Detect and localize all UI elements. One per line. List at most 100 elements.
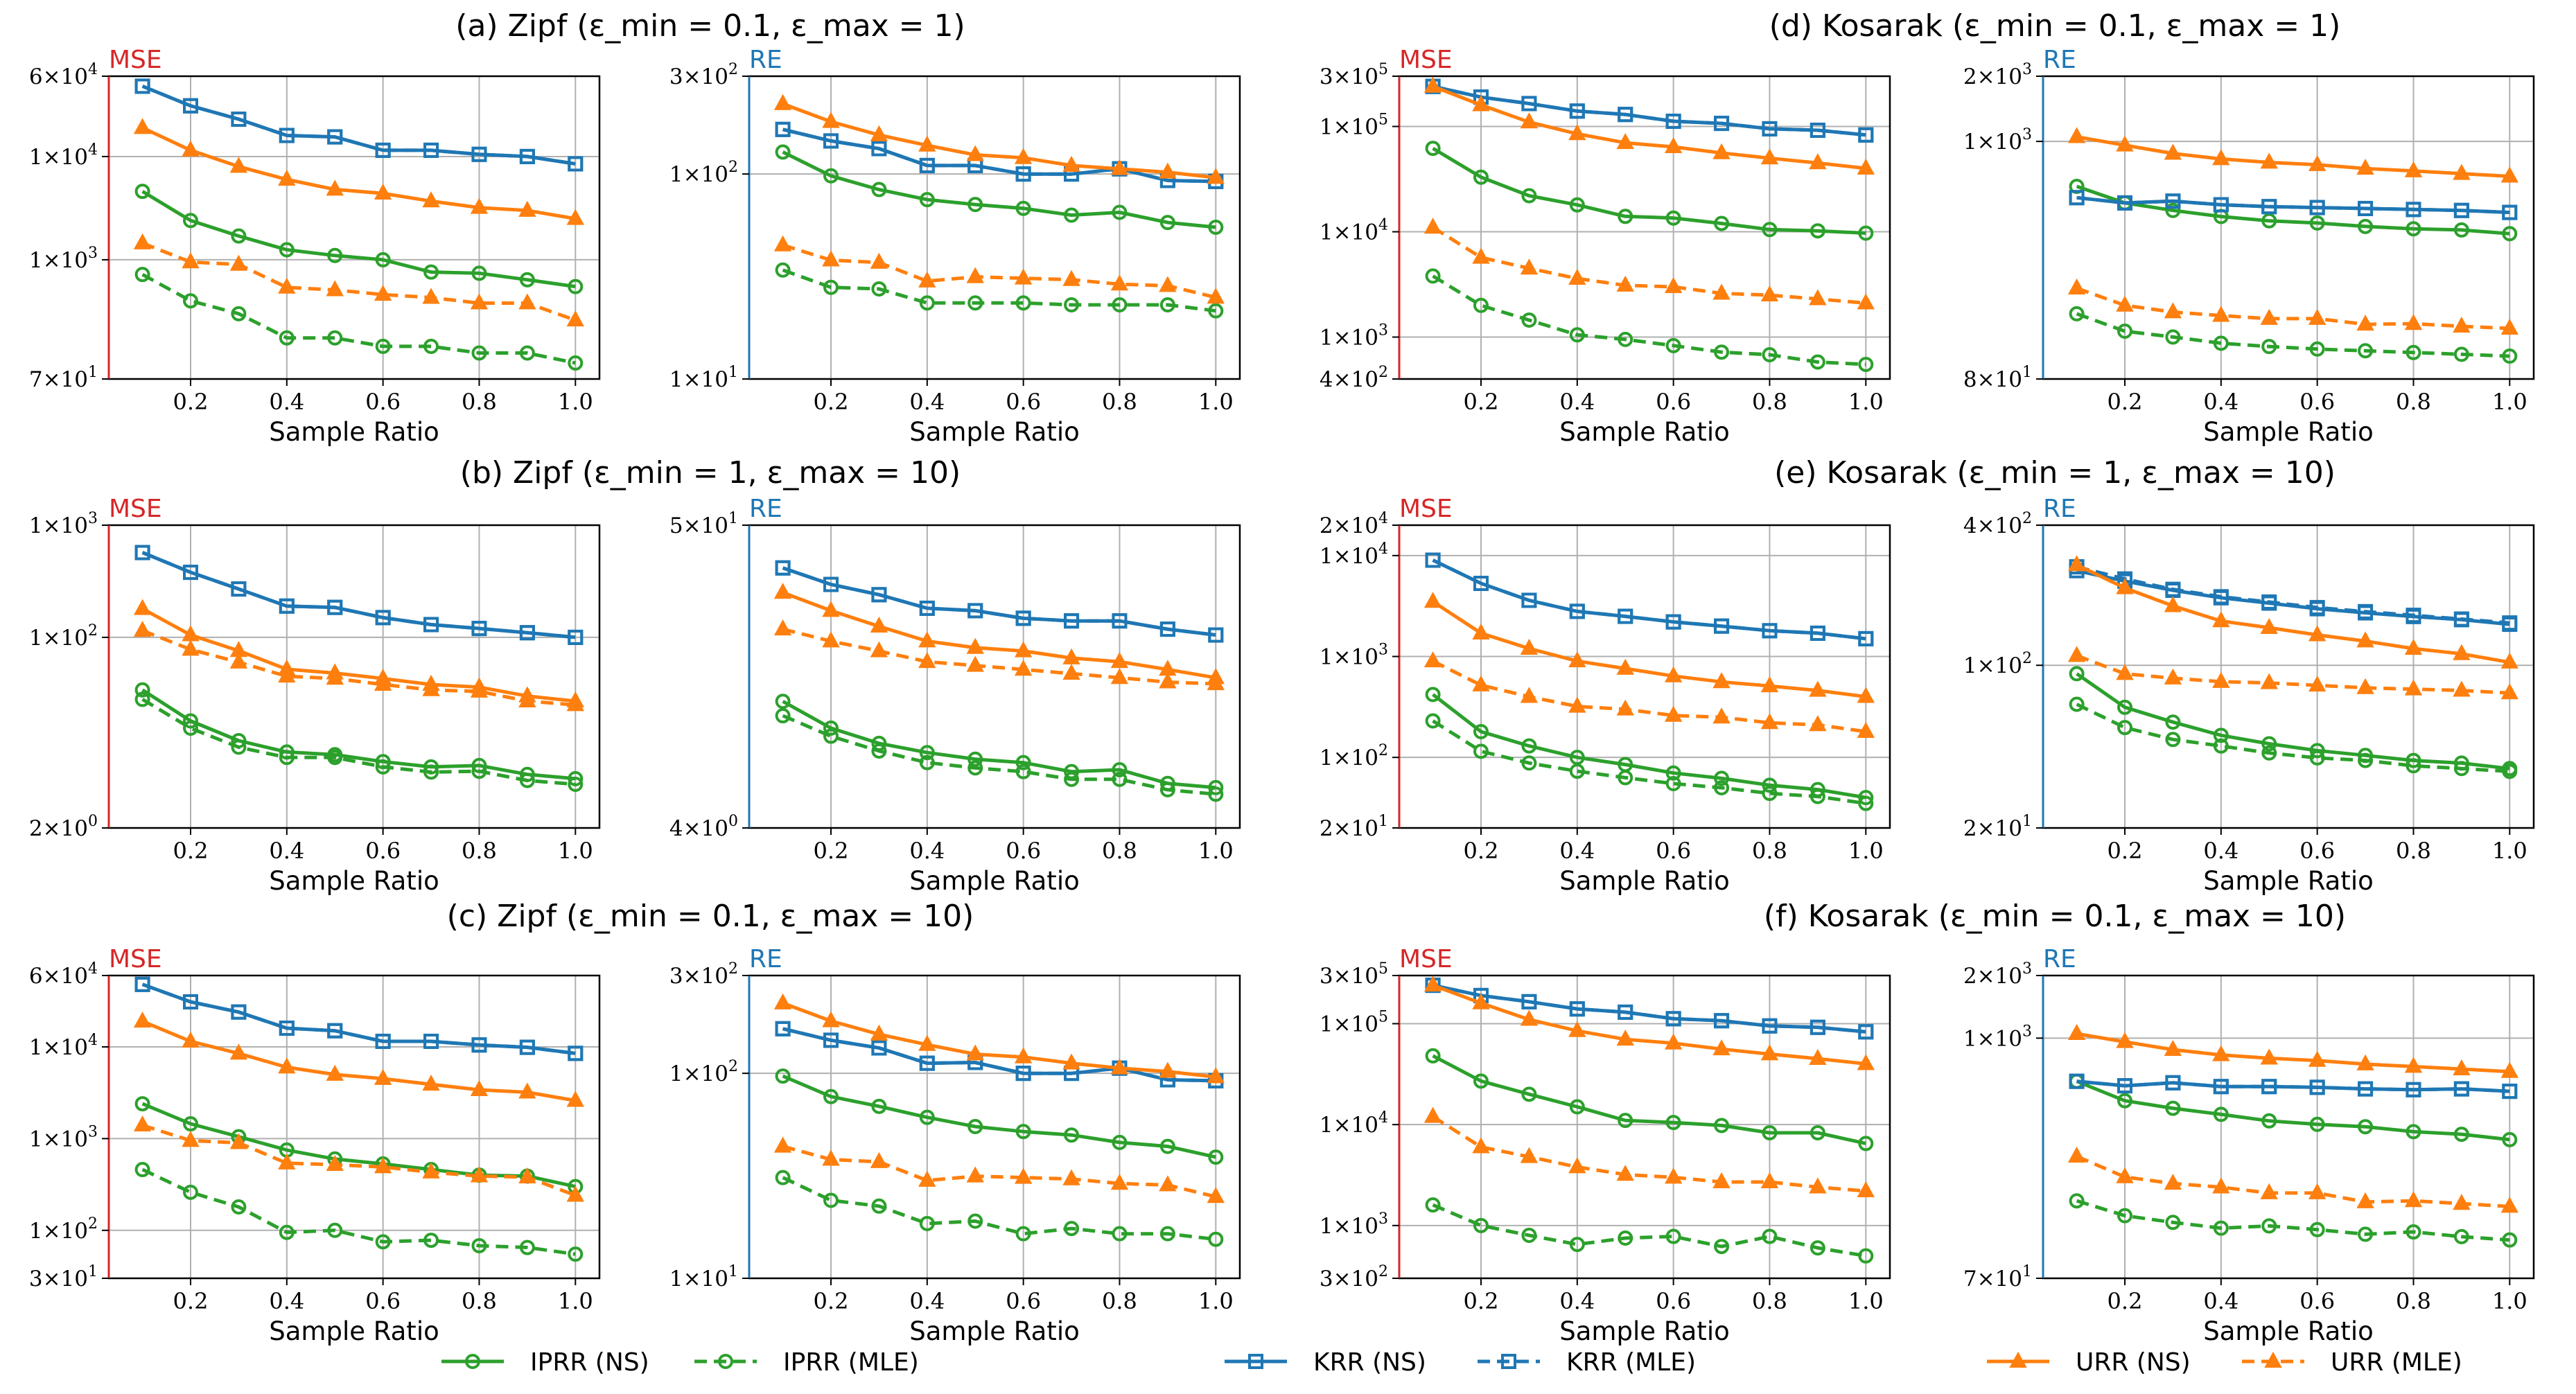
series-line: [2076, 565, 2510, 625]
data-point: [1858, 1248, 1874, 1264]
data-point: [2309, 1079, 2325, 1095]
data-point: [1207, 288, 1225, 304]
data-point: [327, 750, 343, 766]
panel-b-re: RE 0.2 0.4 0.6 0.8 1.0 4×100 5×101 Sample Ratio: [669, 495, 1241, 896]
series-krr-mle: [134, 545, 584, 645]
series-line: [1432, 274, 1866, 367]
series-urr-mle: [1423, 651, 1875, 738]
data-point: [2117, 1078, 2132, 1094]
data-point: [1062, 155, 1080, 172]
legend-marker: [2009, 1351, 2027, 1368]
series-line: [141, 1102, 576, 1189]
x-tick-label: 0.8: [1102, 1288, 1137, 1314]
data-point: [919, 1109, 935, 1125]
x-tick-label: 0.2: [814, 1288, 849, 1314]
data-point: [1521, 755, 1537, 771]
series-urr-ns: [1423, 76, 1875, 175]
data-point: [326, 669, 344, 685]
x-axis-label: Sample Ratio: [269, 866, 439, 896]
data-point: [1665, 614, 1681, 630]
data-point: [2502, 204, 2518, 220]
data-point: [327, 330, 343, 346]
series-urr-mle: [2067, 278, 2518, 335]
data-point: [374, 674, 392, 691]
data-point: [1810, 223, 1825, 239]
data-point: [871, 1040, 887, 1056]
data-point: [2406, 758, 2421, 774]
data-point: [568, 355, 584, 371]
series-line: [782, 150, 1216, 229]
data-point: [1762, 777, 1778, 793]
data-point: [568, 279, 584, 294]
data-point: [1521, 96, 1537, 112]
data-point: [229, 157, 248, 173]
data-point: [327, 599, 343, 615]
data-point: [518, 200, 536, 217]
data-point: [2358, 1081, 2374, 1097]
data-point: [134, 267, 150, 283]
series-line: [141, 1123, 577, 1197]
series-line: [782, 1176, 1216, 1242]
data-point: [1425, 713, 1441, 729]
data-point: [822, 1149, 840, 1166]
data-point: [231, 739, 247, 755]
series-line: [1432, 226, 1866, 305]
data-point: [1858, 1136, 1874, 1152]
data-point: [822, 601, 840, 617]
data-point: [278, 666, 296, 683]
series-line: [782, 127, 1216, 184]
data-point: [519, 272, 535, 288]
data-point: [183, 994, 198, 1009]
data-point: [518, 1167, 536, 1184]
y-tick-label: 1×104: [1320, 1109, 1388, 1138]
data-point: [822, 1011, 840, 1027]
data-point: [2067, 555, 2086, 572]
data-point: [1110, 159, 1129, 175]
data-point: [1618, 331, 1633, 347]
legend-item: URR (NS): [1987, 1348, 2191, 1377]
data-point: [231, 581, 247, 597]
legend-marker: [2264, 1351, 2282, 1368]
series-line: [141, 85, 576, 166]
data-point: [1712, 1172, 1731, 1188]
series-line: [1432, 85, 1866, 170]
plot-frame: [1398, 75, 1891, 380]
series-line: [2076, 286, 2510, 330]
series-line: [1432, 558, 1866, 641]
data-point: [918, 631, 936, 648]
data-point: [1810, 788, 1825, 804]
data-point: [1207, 1187, 1225, 1203]
panel-title: (a) Zipf (ε_min = 0.1, ε_max = 1): [455, 8, 965, 44]
data-point: [423, 264, 439, 280]
data-point: [1062, 270, 1080, 286]
series-line: [1432, 146, 1866, 235]
data-point: [1857, 158, 1875, 175]
data-point: [183, 565, 198, 581]
data-point: [1809, 1048, 1827, 1066]
data-point: [2453, 680, 2471, 697]
data-point: [2165, 193, 2181, 209]
data-point: [1208, 786, 1224, 802]
x-axis-label: Sample Ratio: [2203, 1316, 2374, 1346]
data-point: [1014, 268, 1033, 285]
series-line: [782, 700, 1216, 790]
data-point: [183, 1184, 198, 1200]
data-point: [2500, 318, 2518, 335]
series-krr-ns: [134, 545, 584, 645]
data-point: [919, 157, 935, 173]
x-tick-label: 1.0: [1848, 1288, 1884, 1314]
data-point: [2117, 1093, 2132, 1109]
panel-title: (e) Kosarak (ε_min = 1, ε_max = 10): [1774, 455, 2336, 491]
data-point: [279, 750, 295, 766]
data-point: [423, 338, 439, 354]
data-point: [518, 691, 536, 707]
x-axis-label: Sample Ratio: [1559, 866, 1730, 896]
data-point: [2308, 1183, 2327, 1199]
data-point: [1618, 1004, 1633, 1020]
data-point: [1473, 1217, 1489, 1233]
data-point: [1014, 1047, 1033, 1064]
x-tick-label: 0.8: [462, 838, 497, 864]
data-point: [470, 1166, 489, 1183]
data-point: [1521, 592, 1537, 608]
data-point: [1760, 1044, 1779, 1061]
